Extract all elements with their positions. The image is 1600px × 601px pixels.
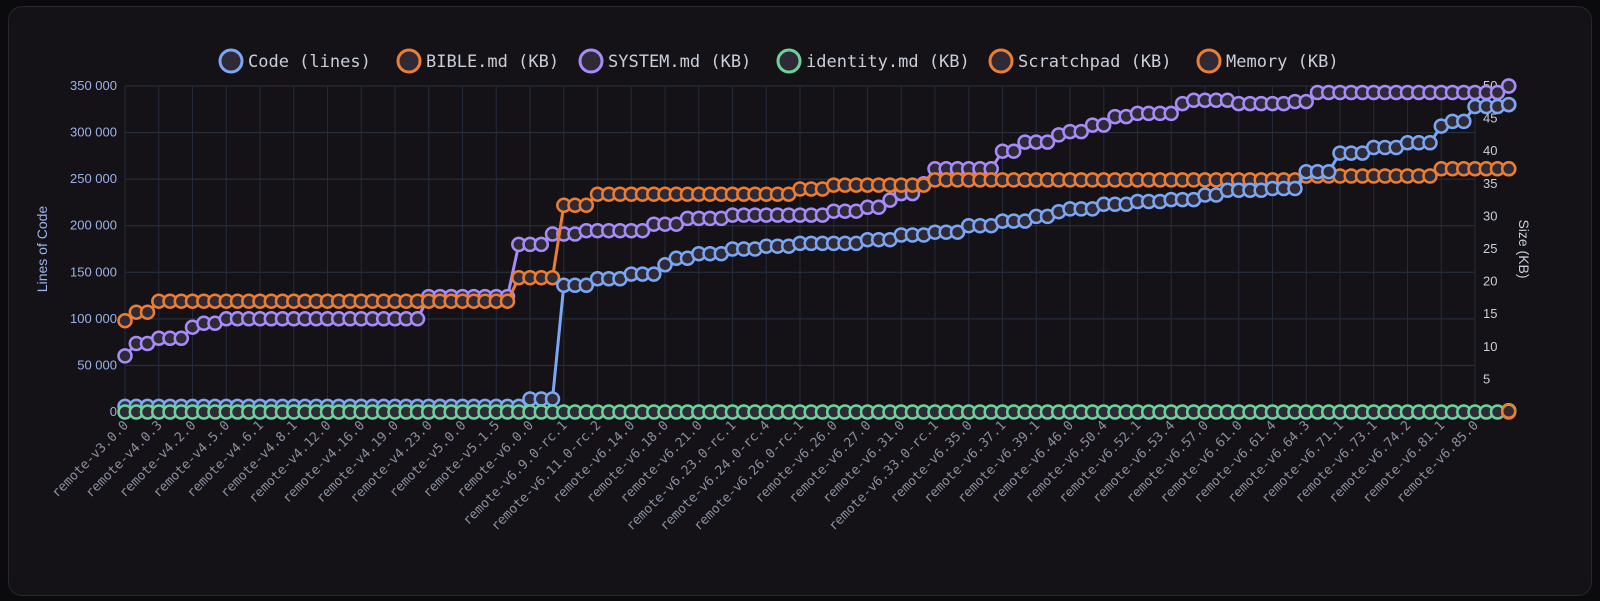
y-tick-label: 50 000: [77, 357, 117, 372]
legend-marker: [218, 48, 244, 74]
data-point: [1298, 93, 1314, 110]
y2-axis-title: Size (KB): [1516, 219, 1532, 278]
data-point: [646, 266, 662, 282]
data-point: [882, 192, 898, 208]
series-group: [117, 78, 1517, 420]
legend-label: Scratchpad (KB): [1018, 52, 1172, 72]
data-point: [1163, 105, 1179, 122]
data-point: [578, 197, 595, 214]
data-point: [657, 257, 673, 273]
legend-item[interactable]: Scratchpad (KB): [988, 48, 1172, 74]
y-tick-label: 250 000: [70, 171, 117, 186]
y-tick-label: 200 000: [70, 218, 117, 233]
data-point: [1422, 168, 1438, 184]
legend-item[interactable]: BIBLE.md (KB): [396, 48, 559, 74]
data-point: [1500, 161, 1517, 177]
y2-tick-label: 15: [1483, 306, 1497, 321]
data-point: [578, 277, 595, 294]
grid: [124, 85, 1476, 413]
data-point: [870, 199, 887, 216]
legend-item[interactable]: Code (lines): [218, 48, 371, 74]
data-point: [544, 391, 561, 407]
data-point: [139, 304, 156, 320]
data-point: [117, 348, 133, 364]
legend-item[interactable]: identity.md (KB): [776, 48, 970, 74]
series-3: [117, 402, 1517, 420]
legend-marker: [776, 48, 802, 74]
legend-label: SYSTEM.md (KB): [608, 52, 751, 72]
legend-marker: [578, 48, 604, 74]
data-point: [117, 312, 133, 329]
legend-label: Code (lines): [248, 52, 371, 72]
legend-marker: [988, 48, 1014, 74]
data-point: [1073, 123, 1089, 140]
chart-card: 0 50 000 100 000 150 000 200 000 250 000 300 0…: [8, 6, 1592, 596]
data-point: [1095, 117, 1112, 133]
data-point: [1456, 113, 1472, 130]
data-point: [1320, 163, 1337, 180]
series-1: [117, 161, 1517, 329]
y-tick-label: 150 000: [70, 264, 117, 279]
data-point: [949, 224, 966, 240]
y2-tick-label: 45: [1483, 111, 1497, 126]
data-point: [1500, 96, 1517, 113]
legend-marker: [1196, 48, 1222, 74]
y2-tick-label: 40: [1483, 143, 1497, 158]
y-tick-label: 100 000: [70, 311, 117, 326]
y2-tick-label: 10: [1483, 339, 1497, 354]
data-point: [1500, 78, 1517, 94]
data-point: [409, 311, 426, 327]
data-point: [533, 236, 550, 253]
y-tick-label: 350 000: [70, 78, 117, 93]
y-tick-label: 300 000: [70, 125, 117, 140]
legend-label: identity.md (KB): [806, 52, 970, 72]
data-point: [1500, 403, 1517, 420]
data-point: [1039, 134, 1056, 150]
legend-label: Memory (KB): [1226, 52, 1339, 72]
y2-tick-label: 35: [1483, 176, 1497, 191]
legend-item[interactable]: Memory (KB): [1196, 48, 1339, 74]
legend: Code (lines) BIBLE.md (KB) SYSTEM.md (KB) i…: [218, 48, 1339, 74]
y2-tick-label: 25: [1483, 241, 1497, 256]
y2-tick-label: 20: [1483, 274, 1497, 289]
legend-item[interactable]: SYSTEM.md (KB): [578, 48, 751, 74]
line-chart: 0 50 000 100 000 150 000 200 000 250 000 300 0…: [34, 48, 1532, 534]
y-tick-label: 0: [110, 404, 117, 419]
data-point: [544, 269, 561, 286]
data-point: [1422, 135, 1438, 151]
series-line: [125, 103, 1511, 408]
legend-marker: [396, 48, 422, 74]
data-point: [634, 222, 651, 239]
y-axis-title: Lines of Code: [34, 206, 50, 293]
data-point: [173, 330, 190, 347]
y2-tick-label: 5: [1483, 371, 1490, 386]
data-point: [1005, 143, 1022, 159]
legend-label: BIBLE.md (KB): [426, 52, 559, 72]
series-5: [1500, 403, 1517, 420]
data-point: [1287, 180, 1303, 197]
y2-tick-label: 30: [1483, 208, 1497, 223]
data-point: [499, 293, 516, 309]
